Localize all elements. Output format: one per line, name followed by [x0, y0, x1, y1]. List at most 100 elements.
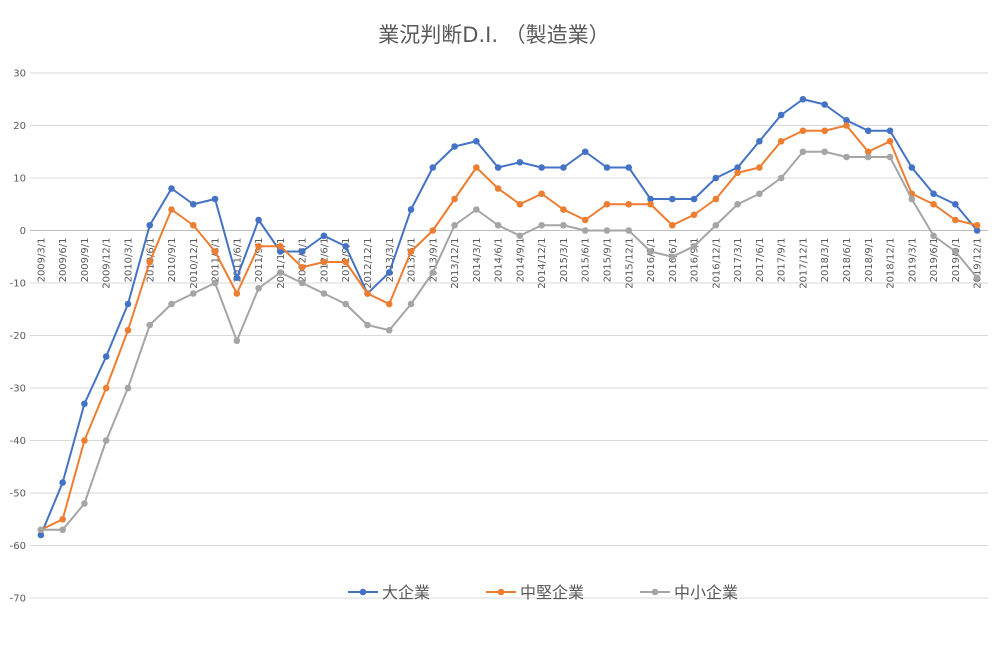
- y-tick-label: 30: [13, 69, 26, 80]
- data-point: [233, 274, 241, 282]
- series-1: [37, 95, 981, 539]
- data-point: [908, 195, 916, 203]
- y-tick-label: -20: [10, 331, 26, 342]
- data-point: [603, 164, 611, 171]
- data-point: [668, 253, 676, 261]
- x-tick-label: 2009/6/1: [58, 238, 69, 283]
- data-point: [560, 206, 567, 213]
- data-point: [473, 164, 480, 171]
- y-tick-label: 20: [13, 121, 26, 132]
- data-point: [473, 206, 480, 213]
- x-tick-label: 2019/12/1: [973, 238, 984, 289]
- data-point: [211, 195, 219, 203]
- data-point: [516, 232, 524, 240]
- data-point: [799, 95, 807, 103]
- data-point: [690, 211, 698, 219]
- data-point: [473, 137, 480, 145]
- legend-label: 大企業: [382, 583, 430, 602]
- data-point: [37, 526, 45, 534]
- data-point: [712, 195, 720, 203]
- data-point: [581, 216, 589, 224]
- data-point: [647, 195, 654, 203]
- x-tick-label: 2014/9/1: [515, 238, 526, 283]
- x-tick-label: 2009/9/1: [80, 238, 91, 283]
- data-point: [320, 232, 328, 240]
- data-point: [538, 164, 545, 171]
- x-tick-label: 2013/9/1: [428, 238, 439, 283]
- data-point: [189, 200, 197, 208]
- chart-title: 業況判断D.I. （製造業）: [378, 23, 609, 47]
- series-2: [37, 122, 981, 534]
- data-point: [843, 122, 850, 129]
- data-point: [821, 127, 829, 135]
- data-point: [734, 169, 741, 177]
- data-point: [364, 321, 371, 329]
- data-point: [908, 164, 916, 171]
- data-point: [37, 531, 45, 539]
- x-tick-label: 2017/9/1: [777, 238, 788, 283]
- data-point: [168, 300, 175, 308]
- series-line: [40, 124, 978, 531]
- data-point: [255, 284, 262, 292]
- x-tick-label: 2016/6/1: [668, 238, 679, 283]
- data-point: [429, 269, 437, 276]
- data-point: [734, 164, 741, 171]
- data-point: [581, 227, 589, 234]
- data-point: [320, 258, 328, 266]
- data-point: [864, 153, 872, 161]
- data-point: [560, 164, 567, 171]
- data-point: [81, 437, 88, 444]
- x-tick-label: 2016/12/1: [711, 238, 722, 289]
- data-point: [690, 195, 698, 203]
- x-tick-label: 2017/6/1: [755, 238, 766, 283]
- data-point: [494, 185, 502, 192]
- data-point: [843, 116, 850, 124]
- x-tick-label: 2015/9/1: [602, 238, 613, 283]
- data-point: [647, 200, 654, 208]
- data-point: [385, 269, 393, 276]
- series-3: [37, 148, 981, 534]
- data-point: [777, 174, 785, 182]
- data-point: [81, 500, 88, 507]
- data-point: [603, 200, 611, 208]
- data-point: [494, 164, 502, 171]
- y-tick-label: -60: [10, 541, 26, 552]
- data-point: [952, 248, 959, 255]
- data-point: [451, 143, 458, 150]
- data-point: [255, 242, 262, 250]
- data-point: [146, 221, 154, 229]
- data-point: [843, 153, 850, 161]
- data-point: [952, 200, 959, 208]
- legend-item: 中小企業: [640, 583, 738, 602]
- y-tick-label: -30: [10, 384, 26, 395]
- data-point: [690, 242, 698, 250]
- x-tick-label: 2018/12/1: [886, 238, 897, 289]
- data-point: [124, 384, 132, 392]
- data-point: [647, 248, 654, 255]
- x-tick-label: 2015/6/1: [581, 238, 592, 283]
- data-point: [102, 437, 110, 444]
- y-tick-label: -70: [10, 594, 26, 605]
- data-point: [973, 221, 981, 229]
- y-tick-label: 10: [13, 174, 26, 185]
- data-point: [233, 290, 241, 297]
- data-point: [168, 185, 175, 192]
- data-point: [756, 137, 763, 145]
- data-point: [625, 164, 633, 171]
- x-axis-ticks: 2009/3/1 2009/6/1 2009/9/1 2009/12/1 2010/3/…: [36, 238, 983, 289]
- data-point: [211, 248, 219, 255]
- data-point: [821, 101, 829, 108]
- data-point: [233, 337, 241, 345]
- data-point: [538, 221, 545, 229]
- data-point: [298, 248, 306, 255]
- data-point: [81, 400, 88, 408]
- x-tick-label: 2019/3/1: [907, 238, 918, 283]
- y-tick-label: -10: [10, 279, 26, 290]
- data-point: [124, 326, 132, 334]
- x-tick-label: 2012/3/1: [298, 238, 309, 283]
- data-point: [734, 200, 741, 208]
- data-point: [146, 321, 154, 329]
- y-axis-ticks: -70 -60 -50 -40 -30 -20 -10 0 10 20 30: [10, 69, 26, 605]
- data-point: [886, 153, 894, 161]
